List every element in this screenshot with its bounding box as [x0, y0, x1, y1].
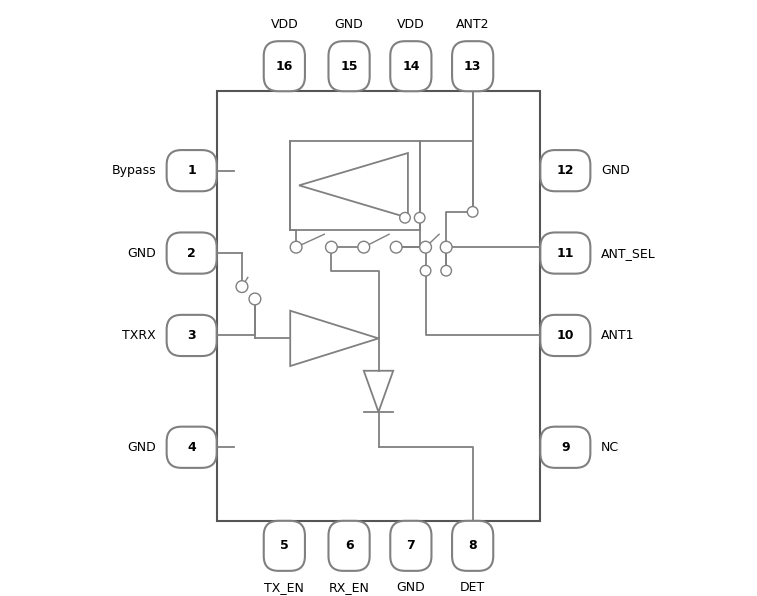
- FancyBboxPatch shape: [167, 150, 217, 191]
- Text: GND: GND: [397, 582, 425, 594]
- Circle shape: [441, 265, 451, 276]
- Circle shape: [441, 241, 452, 253]
- Text: 5: 5: [280, 539, 288, 552]
- Circle shape: [419, 241, 431, 253]
- FancyBboxPatch shape: [540, 150, 590, 191]
- FancyBboxPatch shape: [452, 41, 494, 91]
- Circle shape: [414, 212, 425, 223]
- FancyBboxPatch shape: [167, 315, 217, 356]
- Bar: [217, 91, 540, 521]
- Text: ANT2: ANT2: [456, 18, 490, 30]
- FancyBboxPatch shape: [329, 41, 369, 91]
- Text: TXRX: TXRX: [123, 329, 156, 342]
- FancyBboxPatch shape: [540, 427, 590, 468]
- Text: 2: 2: [187, 247, 196, 260]
- Text: 9: 9: [561, 441, 570, 454]
- Text: DET: DET: [460, 582, 485, 594]
- Text: ANT1: ANT1: [601, 329, 634, 342]
- Text: 14: 14: [402, 60, 419, 73]
- Text: 12: 12: [556, 164, 574, 177]
- Text: TX_EN: TX_EN: [264, 582, 304, 594]
- Circle shape: [400, 212, 410, 223]
- Circle shape: [290, 241, 302, 253]
- Text: Bypass: Bypass: [111, 164, 156, 177]
- Text: 16: 16: [276, 60, 293, 73]
- Text: VDD: VDD: [270, 18, 298, 30]
- FancyBboxPatch shape: [167, 427, 217, 468]
- Text: 6: 6: [344, 539, 354, 552]
- Circle shape: [249, 293, 261, 305]
- Bar: [290, 141, 419, 229]
- Text: GND: GND: [601, 164, 630, 177]
- Text: 13: 13: [464, 60, 481, 73]
- FancyBboxPatch shape: [391, 41, 431, 91]
- FancyBboxPatch shape: [540, 315, 590, 356]
- Circle shape: [391, 241, 402, 253]
- Text: 3: 3: [187, 329, 196, 342]
- Circle shape: [358, 241, 369, 253]
- Text: NC: NC: [601, 441, 619, 454]
- Text: GND: GND: [127, 247, 156, 260]
- Text: RX_EN: RX_EN: [329, 582, 369, 594]
- Text: 11: 11: [556, 247, 574, 260]
- FancyBboxPatch shape: [263, 521, 305, 571]
- Text: GND: GND: [127, 441, 156, 454]
- Text: VDD: VDD: [397, 18, 425, 30]
- Text: 10: 10: [556, 329, 574, 342]
- Text: 1: 1: [187, 164, 196, 177]
- Circle shape: [326, 241, 338, 253]
- Text: ANT_SEL: ANT_SEL: [601, 247, 656, 260]
- Text: GND: GND: [335, 18, 363, 30]
- Circle shape: [420, 265, 431, 276]
- FancyBboxPatch shape: [540, 232, 590, 274]
- Text: 7: 7: [407, 539, 416, 552]
- Circle shape: [467, 207, 478, 217]
- Text: 4: 4: [187, 441, 196, 454]
- FancyBboxPatch shape: [329, 521, 369, 571]
- Text: 15: 15: [341, 60, 358, 73]
- FancyBboxPatch shape: [167, 232, 217, 274]
- FancyBboxPatch shape: [391, 521, 431, 571]
- Text: 8: 8: [469, 539, 477, 552]
- FancyBboxPatch shape: [452, 521, 494, 571]
- Circle shape: [236, 281, 248, 293]
- FancyBboxPatch shape: [263, 41, 305, 91]
